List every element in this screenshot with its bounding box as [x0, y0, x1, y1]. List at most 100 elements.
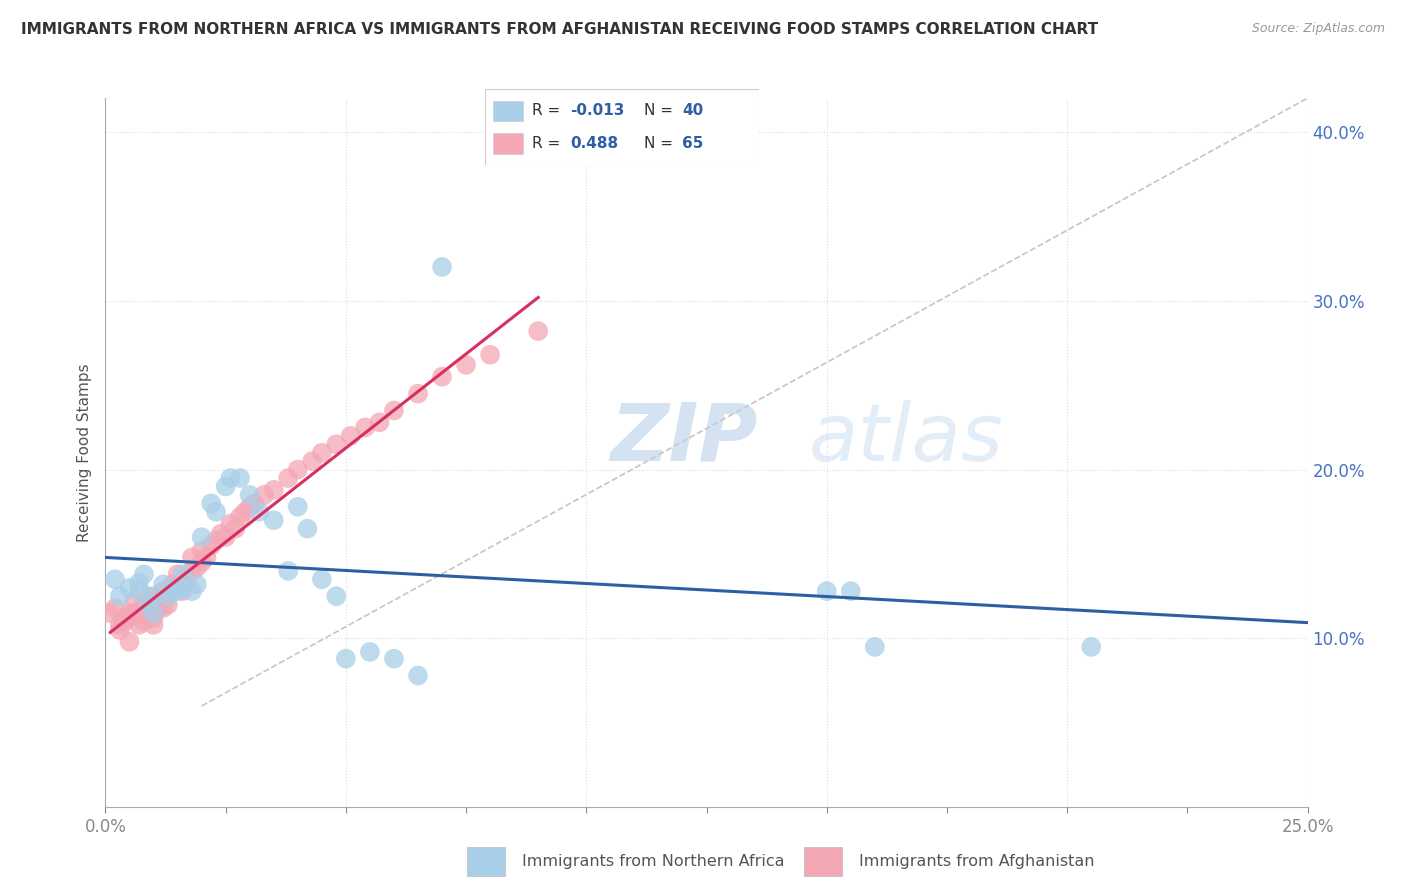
Y-axis label: Receiving Food Stamps: Receiving Food Stamps	[76, 363, 91, 542]
Point	[253, 488, 276, 502]
Point	[311, 446, 333, 460]
Point	[181, 584, 204, 599]
Text: 40: 40	[682, 103, 704, 119]
Point	[214, 530, 236, 544]
Point	[104, 572, 127, 586]
Point	[142, 611, 165, 625]
Text: ZIP: ZIP	[610, 400, 758, 477]
Point	[172, 584, 194, 599]
Point	[239, 500, 262, 514]
Point	[118, 635, 141, 649]
Point	[277, 564, 299, 578]
Point	[142, 618, 165, 632]
Point	[108, 589, 131, 603]
Point	[233, 505, 256, 519]
Point	[162, 577, 184, 591]
Point	[172, 567, 194, 582]
Point	[190, 543, 212, 558]
Text: N =: N =	[644, 103, 678, 119]
Point	[138, 606, 160, 620]
Point	[200, 496, 222, 510]
Point	[114, 615, 136, 629]
Point	[839, 584, 862, 599]
Text: 0.488: 0.488	[569, 136, 619, 151]
Point	[172, 577, 194, 591]
Point	[172, 581, 194, 595]
Point	[138, 598, 160, 612]
Point	[430, 369, 453, 384]
Point	[124, 594, 146, 608]
Point	[142, 606, 165, 620]
Point	[335, 651, 357, 665]
Point	[1080, 640, 1102, 654]
Point	[156, 589, 179, 603]
Point	[406, 386, 429, 401]
Point	[128, 584, 150, 599]
Point	[219, 516, 242, 531]
Point	[118, 606, 141, 620]
Text: Immigrants from Afghanistan: Immigrants from Afghanistan	[859, 854, 1094, 869]
Point	[190, 556, 212, 570]
Point	[214, 479, 236, 493]
Point	[287, 500, 309, 514]
Text: R =: R =	[531, 103, 565, 119]
Point	[454, 358, 477, 372]
Point	[311, 572, 333, 586]
Point	[166, 584, 188, 599]
Point	[209, 526, 232, 541]
Point	[247, 505, 270, 519]
Point	[297, 522, 319, 536]
Point	[277, 471, 299, 485]
Point	[166, 567, 188, 582]
Bar	[494, 133, 523, 153]
Text: R =: R =	[531, 136, 565, 151]
Point	[142, 606, 165, 620]
Point	[108, 623, 131, 637]
Point	[128, 606, 150, 620]
Point	[98, 606, 121, 620]
Point	[156, 589, 179, 603]
Point	[301, 454, 323, 468]
Text: -0.013: -0.013	[569, 103, 624, 119]
Point	[132, 567, 155, 582]
Text: Immigrants from Northern Africa: Immigrants from Northern Africa	[522, 854, 785, 869]
Point	[368, 415, 391, 429]
Point	[166, 581, 188, 595]
Point	[195, 550, 218, 565]
Point	[186, 577, 208, 591]
Point	[263, 483, 285, 497]
Point	[263, 513, 285, 527]
Point	[229, 509, 252, 524]
Point	[815, 584, 838, 599]
Point	[430, 260, 453, 274]
Text: N =: N =	[644, 136, 678, 151]
Point	[118, 581, 141, 595]
Point	[132, 598, 155, 612]
Point	[479, 348, 502, 362]
Point	[132, 615, 155, 629]
Point	[156, 598, 179, 612]
Text: IMMIGRANTS FROM NORTHERN AFRICA VS IMMIGRANTS FROM AFGHANISTAN RECEIVING FOOD ST: IMMIGRANTS FROM NORTHERN AFRICA VS IMMIG…	[21, 22, 1098, 37]
Point	[190, 530, 212, 544]
Point	[200, 539, 222, 553]
Bar	[804, 847, 842, 876]
Bar	[467, 847, 505, 876]
Point	[527, 324, 550, 338]
Point	[152, 601, 174, 615]
Point	[359, 645, 381, 659]
Point	[382, 651, 405, 665]
Point	[176, 572, 198, 586]
Point	[148, 601, 170, 615]
Text: atlas: atlas	[808, 400, 1004, 477]
Point	[181, 564, 204, 578]
Point	[863, 640, 886, 654]
Point	[219, 471, 242, 485]
Point	[114, 611, 136, 625]
Point	[162, 584, 184, 599]
Point	[205, 533, 228, 548]
Point	[243, 496, 266, 510]
Point	[108, 618, 131, 632]
Point	[224, 522, 246, 536]
Point	[354, 420, 377, 434]
Point	[128, 575, 150, 590]
